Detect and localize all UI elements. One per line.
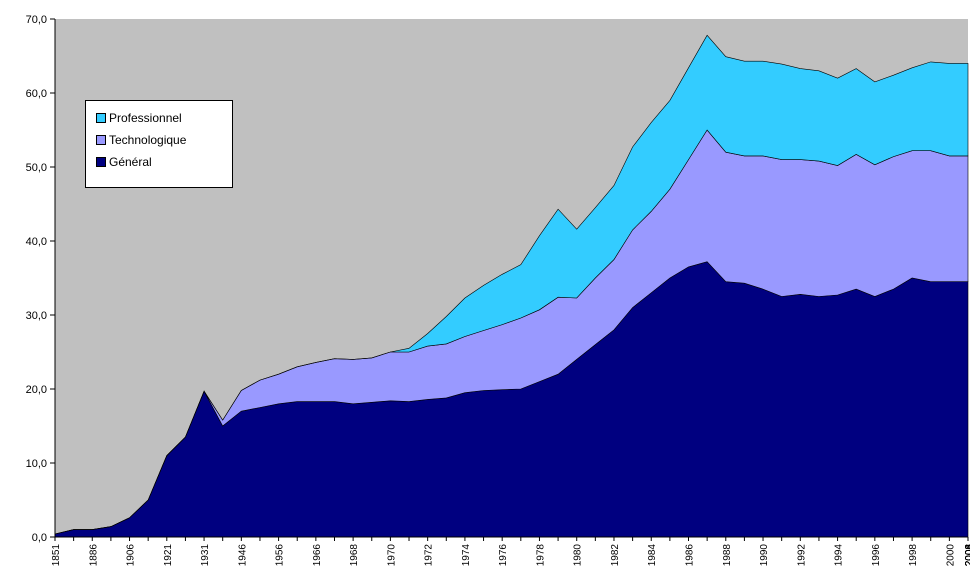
x-tick-label: 1972 [424,544,435,567]
legend-item-technologique: Technologique [96,129,232,151]
x-tick-label: 1990 [759,544,770,567]
y-axis: 0,0 10,0 20,0 30,0 40,0 50,0 60,0 70,0 [26,14,55,544]
y-tick-label: 10,0 [26,458,47,470]
area-professionnel [54,34,969,535]
x-tick-label: 1851 [51,544,62,567]
legend-label-professionnel: Professionnel [109,111,182,125]
x-tick-label: 1966 [312,544,323,567]
x-tick-label: 1998 [908,544,919,567]
x-tick-label: 1968 [349,544,360,567]
y-tick-label: 20,0 [26,384,47,396]
y-tick-label: 70,0 [26,14,47,26]
x-tick-label: 2006 [964,544,970,567]
x-tick-label: 1921 [163,544,174,567]
x-axis: 1851 1886 1906 1921 1931 1946 1956 1966 1968 1970… [51,537,970,566]
x-tick-label: 1970 [386,544,397,567]
legend: Professionnel Technologique Général [85,100,233,188]
y-tick-label: 60,0 [26,88,47,100]
x-tick-label: 1988 [722,544,733,567]
x-tick-label: 1976 [498,544,509,567]
legend-item-general: Général [96,151,232,173]
x-tick-label: 1931 [200,544,211,567]
legend-item-professionnel: Professionnel [96,107,232,129]
x-tick-label: 2008 [964,544,970,567]
legend-label-technologique: Technologique [109,133,187,147]
x-tick-label: 1946 [237,544,248,567]
y-tick-label: 40,0 [26,236,47,248]
y-tick-label: 30,0 [26,310,47,322]
x-tick-label: 1992 [796,544,807,567]
x-tick-label: 1982 [610,544,621,567]
x-tick-label: 1994 [834,544,845,567]
x-tick-label: 1886 [88,544,99,567]
x-tick-label: 1986 [685,544,696,567]
y-tick-label: 50,0 [26,162,47,174]
legend-label-general: Général [109,155,152,169]
x-tick-label: 2004 [964,544,970,567]
x-tick-label: 1978 [535,544,546,567]
x-tick-label: 1996 [871,544,882,567]
x-tick-label: 1956 [275,544,286,567]
legend-swatch-professionnel [96,113,106,123]
x-tick-label: 2002 [964,544,970,567]
x-tick-label: 1980 [573,544,584,567]
x-tick-label: 2000 [945,544,956,567]
x-tick-label: 1974 [461,544,472,567]
legend-swatch-general [96,157,106,167]
x-tick-label: 1906 [126,544,137,567]
y-tick-label: 0,0 [32,532,47,544]
x-tick-label: 1984 [647,544,658,567]
legend-swatch-technologique [96,135,106,145]
